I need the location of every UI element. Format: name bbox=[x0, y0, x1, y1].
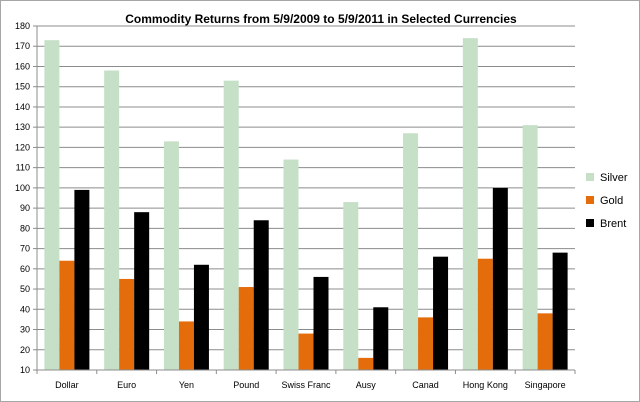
y-tick-label: 160 bbox=[15, 61, 30, 71]
y-tick-label: 60 bbox=[20, 264, 30, 274]
y-tick-label: 80 bbox=[20, 223, 30, 233]
legend-label-silver: Silver bbox=[600, 172, 628, 184]
chart-title: Commodity Returns from 5/9/2009 to 5/9/2… bbox=[125, 12, 517, 26]
gridlines bbox=[37, 25, 575, 371]
bar-brent bbox=[253, 220, 269, 370]
y-tick-label: 150 bbox=[15, 82, 30, 92]
x-tick-label: Hong Kong bbox=[463, 380, 508, 390]
x-tick-label: Dollar bbox=[55, 380, 79, 390]
y-tick-label: 170 bbox=[15, 41, 30, 51]
legend-swatch-brent bbox=[586, 219, 594, 227]
bar-gold bbox=[298, 333, 314, 370]
bar-brent bbox=[552, 252, 568, 370]
y-tick-label: 100 bbox=[15, 183, 30, 193]
bar-brent bbox=[492, 187, 508, 370]
y-tick-label: 110 bbox=[16, 163, 30, 173]
bar-silver bbox=[343, 202, 359, 370]
bar-silver bbox=[522, 125, 538, 370]
y-tick-label: 10 bbox=[20, 365, 30, 375]
y-tick-label: 90 bbox=[20, 203, 30, 213]
y-tick-label: 20 bbox=[20, 345, 30, 355]
y-tick-label: 140 bbox=[15, 102, 30, 112]
y-tick-label: 30 bbox=[20, 325, 30, 335]
bar-silver bbox=[462, 38, 478, 371]
x-tick-label: Singapore bbox=[525, 380, 566, 390]
legend-label-gold: Gold bbox=[600, 195, 623, 207]
bar-silver bbox=[163, 141, 179, 370]
bar-gold bbox=[59, 260, 75, 370]
y-tick-label: 70 bbox=[20, 244, 30, 254]
bar-silver bbox=[283, 159, 299, 370]
bar-gold bbox=[178, 321, 194, 370]
y-tick-label: 180 bbox=[15, 21, 30, 31]
bar-brent bbox=[193, 264, 209, 370]
y-tick-label: 50 bbox=[20, 284, 30, 294]
bar-gold bbox=[238, 287, 254, 370]
bar-brent bbox=[313, 276, 329, 370]
y-tick-label: 120 bbox=[15, 142, 30, 152]
axes: 10 20 30 40 50 60 70 80 90 100 110 120 130 140 150 160 1… bbox=[15, 21, 576, 390]
bar-brent bbox=[373, 307, 389, 370]
bar-gold bbox=[537, 313, 553, 370]
bar-silver bbox=[403, 133, 419, 370]
bars bbox=[44, 38, 568, 371]
legend-swatch-silver bbox=[586, 173, 594, 181]
x-tick-label: Euro bbox=[117, 380, 136, 390]
x-tick-label: Yen bbox=[179, 380, 194, 390]
y-tick-label: 130 bbox=[15, 122, 30, 132]
bar-gold bbox=[418, 317, 434, 370]
bar-silver bbox=[104, 70, 120, 371]
bar-brent bbox=[134, 212, 150, 370]
bar-gold bbox=[358, 357, 374, 370]
y-tick-label: 40 bbox=[20, 304, 30, 314]
x-tick-label: Swiss Franc bbox=[281, 380, 331, 390]
bar-brent bbox=[433, 256, 449, 370]
bar-silver bbox=[223, 80, 239, 371]
bar-gold bbox=[477, 258, 493, 370]
legend-label-brent: Brent bbox=[600, 218, 626, 230]
x-tick-label: Ausy bbox=[356, 380, 377, 390]
bar-silver bbox=[44, 40, 60, 371]
x-tick-label: Pound bbox=[233, 380, 259, 390]
x-tick-label: Canad bbox=[412, 380, 439, 390]
legend-swatch-gold bbox=[586, 196, 594, 204]
legend: Silver Gold Brent bbox=[586, 172, 628, 230]
bar-gold bbox=[119, 278, 135, 370]
bar-brent bbox=[74, 189, 90, 370]
